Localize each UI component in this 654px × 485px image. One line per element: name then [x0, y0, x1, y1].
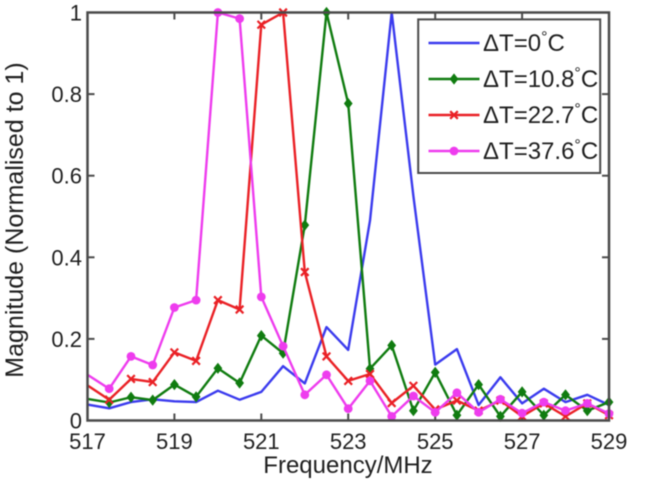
svg-text:529: 529 [591, 429, 628, 454]
svg-text:0.6: 0.6 [51, 164, 82, 189]
svg-text:ΔT=0°C: ΔT=0°C [483, 29, 565, 57]
svg-text:0.2: 0.2 [51, 327, 82, 352]
svg-text:527: 527 [504, 429, 541, 454]
svg-text:ΔT=22.7°C: ΔT=22.7°C [483, 101, 598, 129]
svg-text:517: 517 [69, 429, 106, 454]
svg-text:519: 519 [156, 429, 193, 454]
svg-text:ΔT=37.6°C: ΔT=37.6°C [483, 137, 598, 165]
svg-text:Magnitude (Normalised to 1): Magnitude (Normalised to 1) [1, 62, 29, 377]
svg-text:1: 1 [70, 1, 82, 26]
svg-text:0: 0 [70, 409, 82, 434]
svg-text:0.8: 0.8 [51, 82, 82, 107]
svg-text:523: 523 [330, 429, 367, 454]
svg-text:525: 525 [417, 429, 454, 454]
svg-text:Frequency/MHz: Frequency/MHz [263, 452, 432, 479]
svg-text:0.4: 0.4 [51, 245, 82, 270]
svg-text:ΔT=10.8°C: ΔT=10.8°C [483, 65, 598, 93]
svg-text:521: 521 [243, 429, 280, 454]
